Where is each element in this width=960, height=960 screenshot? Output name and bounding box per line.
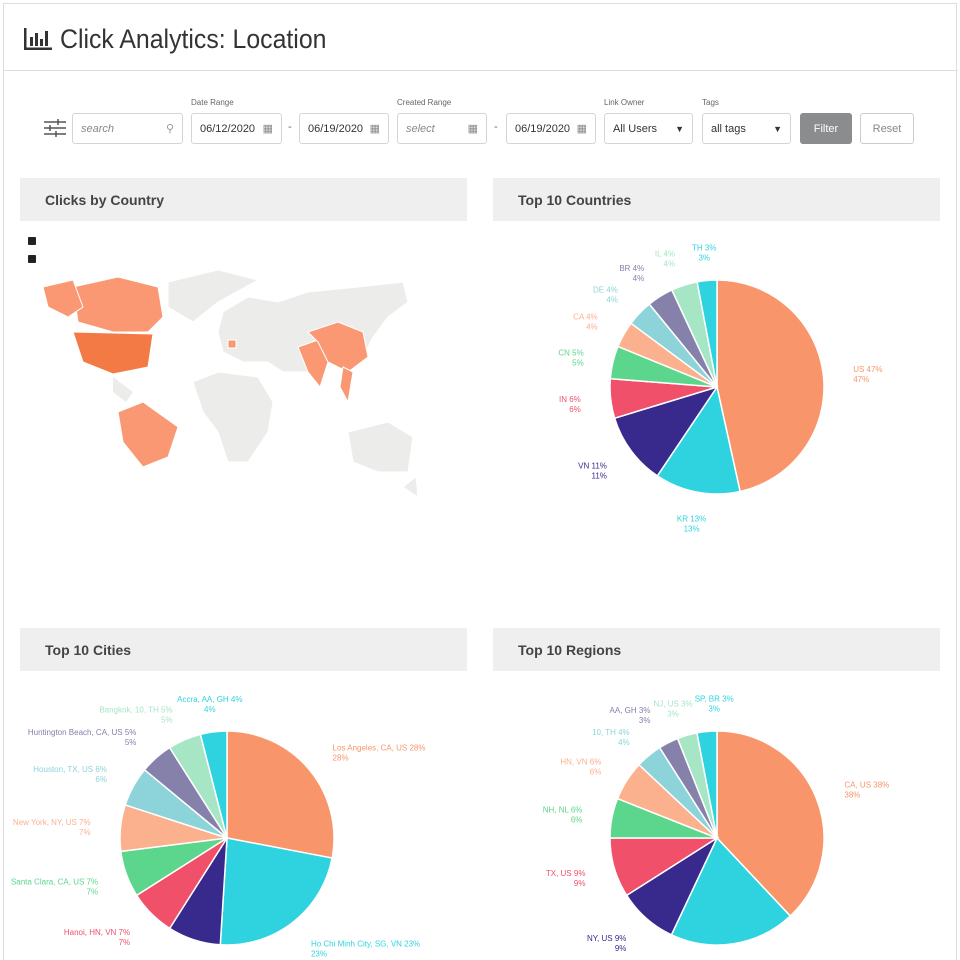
pie-slice[interactable]	[716, 279, 825, 493]
china	[307, 321, 369, 373]
zoom-in-button[interactable]	[28, 237, 36, 245]
pie-slice[interactable]	[696, 279, 718, 388]
date-to-value: 06/19/2020	[308, 122, 364, 135]
caret-down-icon: ▼	[675, 123, 684, 134]
link-owner-value: All Users	[613, 122, 658, 135]
zoom-out-button[interactable]	[28, 255, 36, 263]
filter-button[interactable]: Filter	[800, 113, 852, 144]
date-range-label: Date Range	[191, 98, 234, 107]
panel-header-map: Clicks by Country	[20, 178, 467, 221]
date-from-value: 06/12/2020	[200, 122, 256, 135]
calendar-icon: ▦	[576, 123, 587, 135]
central-america	[113, 377, 133, 402]
australia	[347, 421, 414, 473]
tags-select[interactable]: all tags ▼	[702, 113, 791, 144]
new-zealand	[402, 476, 419, 499]
search-input[interactable]: search ⚲	[72, 113, 183, 144]
calendar-icon: ▦	[262, 123, 273, 135]
created-to-value: 06/19/2020	[515, 122, 571, 135]
calendar-icon: ▦	[369, 123, 380, 135]
tags-label: Tags	[702, 98, 719, 107]
pie-slice[interactable]	[656, 385, 742, 495]
canada	[72, 276, 164, 333]
page-title: Click Analytics: Location	[60, 24, 327, 54]
date-from-input[interactable]: 06/12/2020 ▦	[191, 113, 282, 144]
link-owner-select[interactable]: All Users ▼	[604, 113, 693, 144]
world-map[interactable]	[18, 262, 438, 502]
brazil	[117, 401, 179, 468]
page-header: Click Analytics: Location	[4, 4, 958, 71]
panel-header-regions: Top 10 Regions	[493, 628, 940, 671]
pie-slice[interactable]	[716, 730, 825, 918]
greenland	[167, 269, 260, 323]
reset-button[interactable]: Reset	[860, 113, 914, 144]
africa	[192, 371, 274, 463]
created-from-placeholder: select	[406, 122, 435, 135]
created-separator: -	[494, 121, 498, 133]
pie-slice[interactable]	[199, 730, 228, 839]
created-from-input[interactable]: select ▦	[397, 113, 487, 144]
date-separator: -	[288, 121, 292, 133]
pie-slice[interactable]	[613, 385, 719, 477]
created-to-input[interactable]: 06/19/2020 ▦	[506, 113, 596, 144]
pie-slice[interactable]	[219, 837, 333, 946]
created-range-label: Created Range	[397, 98, 452, 107]
search-placeholder: search	[81, 122, 115, 135]
chart-top-countries: US 47%47%KR 13%13%VN 11%11%IN 6%6%CN 5%5…	[558, 244, 882, 534]
app-frame: Click Analytics: Location	[3, 3, 958, 960]
caret-down-icon: ▼	[773, 123, 782, 134]
india	[297, 339, 329, 389]
search-icon: ⚲	[165, 123, 174, 135]
panel-header-cities: Top 10 Cities	[20, 628, 467, 671]
panel-header-countries: Top 10 Countries	[493, 178, 940, 221]
pie-slice[interactable]	[670, 836, 792, 946]
date-to-input[interactable]: 06/19/2020 ▦	[299, 113, 389, 144]
alaska	[42, 279, 84, 318]
vietnam-thailand	[339, 366, 354, 404]
filter-sliders-icon[interactable]	[44, 119, 66, 137]
tags-value: all tags	[711, 122, 746, 135]
united-states	[72, 331, 154, 375]
pie-slice[interactable]	[226, 730, 335, 859]
link-owner-label: Link Owner	[604, 98, 645, 107]
bar-chart-icon	[24, 28, 52, 50]
germany	[227, 339, 237, 349]
pie-slice[interactable]	[696, 730, 718, 839]
calendar-icon: ▦	[467, 123, 478, 135]
